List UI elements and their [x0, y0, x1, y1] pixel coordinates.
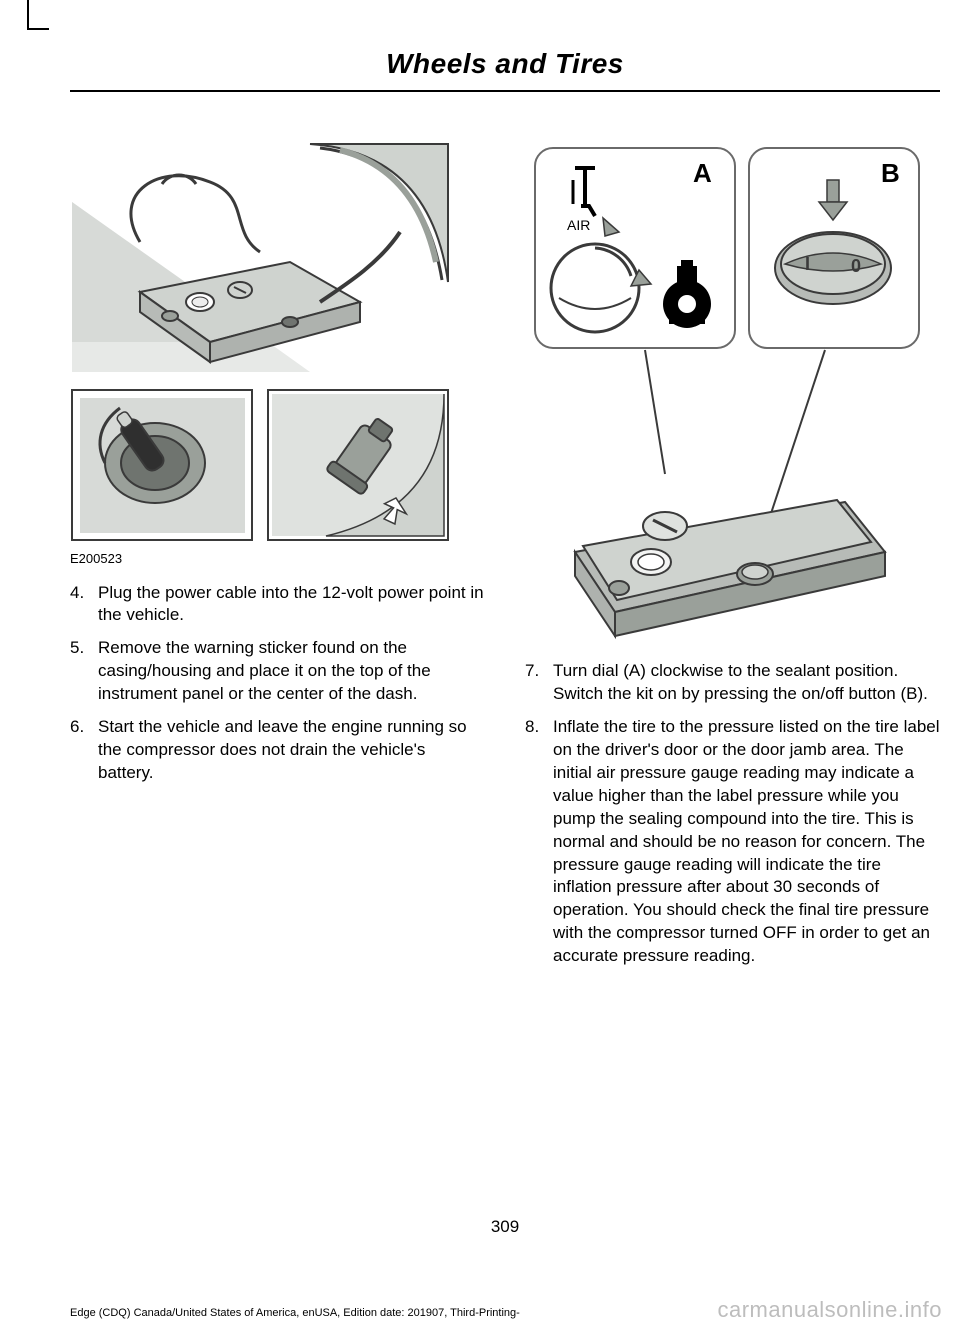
label-b: B	[881, 158, 900, 188]
step-number: 6.	[70, 716, 98, 785]
figure-caption: E200523	[70, 550, 485, 568]
crop-mark	[27, 0, 49, 30]
step-number: 8.	[525, 716, 553, 968]
left-step-list: 4. Plug the power cable into the 12-volt…	[70, 582, 485, 786]
watermark: carmanualsonline.info	[717, 1297, 942, 1323]
label-air: AIR	[567, 217, 590, 233]
compressor-diagram-svg	[70, 142, 450, 542]
figure-dial-switch: A AIR	[525, 142, 940, 652]
two-column-layout: E200523 4. Plug the power cable into the…	[70, 142, 940, 978]
page-content: Wheels and Tires	[70, 48, 940, 1297]
figure-compressor-plug	[70, 142, 485, 542]
step-text: Remove the warning sticker found on the …	[98, 637, 485, 706]
step-item: 6. Start the vehicle and leave the engin…	[70, 716, 485, 785]
step-text: Start the vehicle and leave the engine r…	[98, 716, 485, 785]
dial-switch-svg: A AIR	[525, 142, 925, 652]
step-number: 4.	[70, 582, 98, 628]
step-text: Turn dial (A) clockwise to the sealant p…	[553, 660, 940, 706]
page-number: 309	[70, 1217, 940, 1237]
svg-text:0: 0	[851, 256, 861, 276]
step-item: 5. Remove the warning sticker found on t…	[70, 637, 485, 706]
step-item: 8. Inflate the tire to the pressure list…	[525, 716, 940, 968]
label-a: A	[693, 158, 712, 188]
right-step-list: 7. Turn dial (A) clockwise to the sealan…	[525, 660, 940, 968]
right-column: A AIR	[525, 142, 940, 978]
step-item: 7. Turn dial (A) clockwise to the sealan…	[525, 660, 940, 706]
step-item: 4. Plug the power cable into the 12-volt…	[70, 582, 485, 628]
callout-a: A AIR	[535, 148, 735, 348]
step-number: 5.	[70, 637, 98, 706]
step-text: Inflate the tire to the pressure listed …	[553, 716, 940, 968]
left-column: E200523 4. Plug the power cable into the…	[70, 142, 485, 978]
footer-edition: Edge (CDQ) Canada/United States of Ameri…	[70, 1307, 520, 1319]
callout-b: B I 0	[749, 148, 919, 348]
svg-text:I: I	[805, 254, 810, 274]
step-text: Plug the power cable into the 12-volt po…	[98, 582, 485, 628]
page-title: Wheels and Tires	[70, 48, 940, 92]
step-number: 7.	[525, 660, 553, 706]
